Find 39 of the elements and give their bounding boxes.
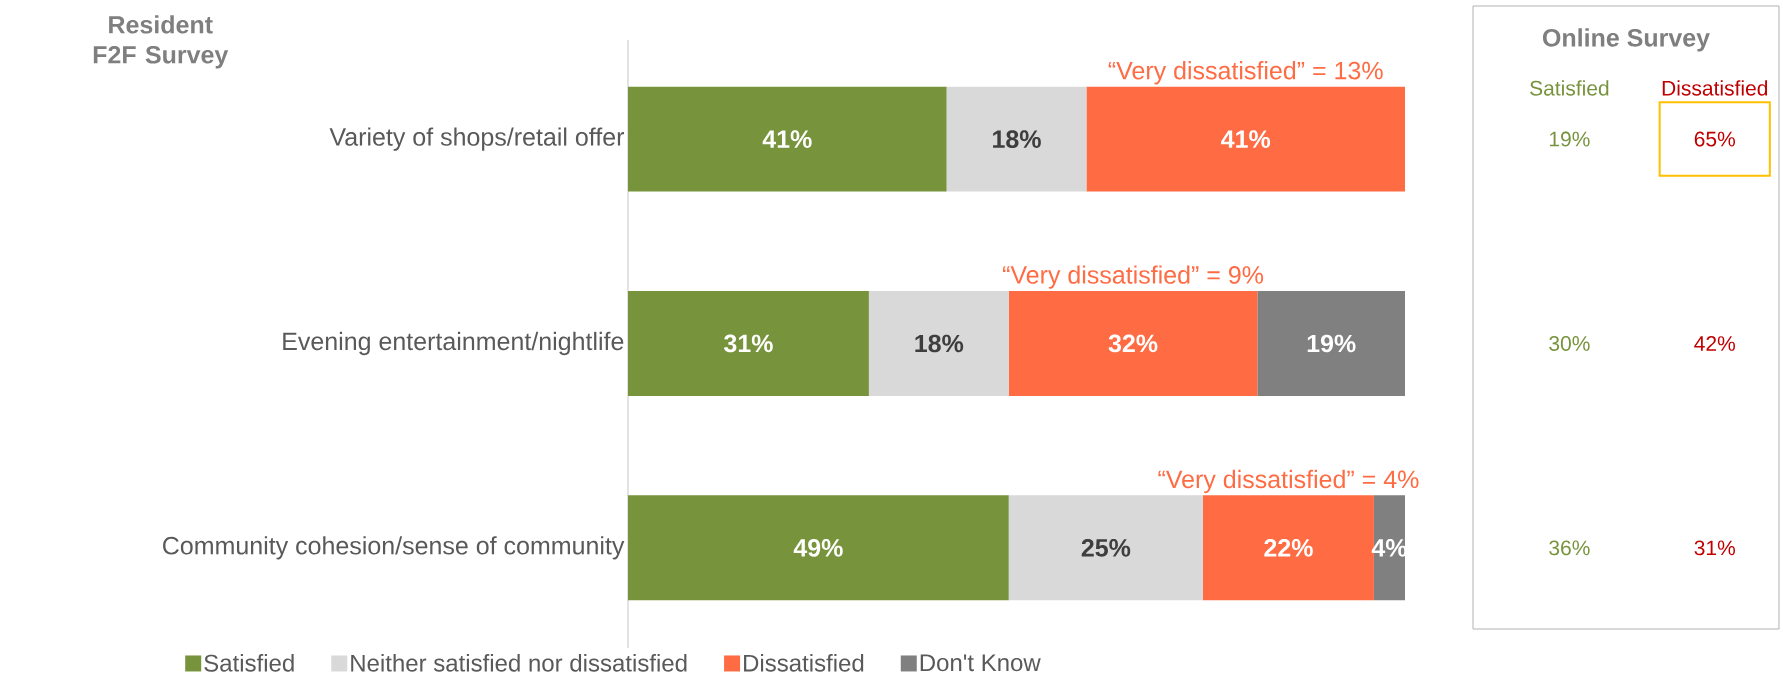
- text: 30%: [1549, 336, 1590, 351]
- data-label: 49%: [793, 539, 843, 557]
- bar: [868, 291, 1009, 396]
- bar: [1086, 86, 1405, 192]
- legend-label: Don't Know: [920, 654, 1041, 672]
- bar: [946, 86, 1087, 192]
- data-label: 41%: [1221, 130, 1271, 148]
- text: Resident F2F Survey: [93, 15, 229, 69]
- bar: [628, 86, 947, 192]
- y-tick-label: Community cohesion/sense of community: [163, 536, 625, 560]
- data-label: 22%: [1264, 539, 1313, 557]
- text: 36%: [1549, 540, 1590, 556]
- data-label: 41%: [762, 130, 812, 148]
- y-tick-label: Variety of shops/retail offer: [329, 127, 625, 151]
- legend-label: Satisfied: [1530, 80, 1609, 96]
- text: 19%: [1549, 131, 1590, 147]
- legend-label: Neither satisfied nor dissatisfied: [351, 654, 687, 672]
- text: Online Survey: [1542, 28, 1710, 52]
- bar: [1008, 495, 1203, 601]
- bar: [628, 291, 869, 396]
- data-label: 18%: [993, 130, 1041, 148]
- bar: [1257, 291, 1405, 396]
- data-label: 18%: [915, 334, 964, 353]
- bar: [1008, 291, 1258, 396]
- data-label: 25%: [1081, 539, 1131, 557]
- data-label: 31%: [724, 334, 773, 353]
- annotation: “Very dissatisfied” = 13%: [1108, 61, 1383, 85]
- bar: [628, 495, 1009, 601]
- annotation: “Very dissatisfied” = 4%: [1158, 469, 1419, 494]
- data-label: 19%: [1307, 334, 1356, 353]
- text: 65%: [1694, 131, 1736, 147]
- text: 42%: [1694, 336, 1736, 351]
- y-tick-label: Evening entertainment/nightlife: [283, 331, 624, 356]
- data-label: 32%: [1108, 334, 1158, 353]
- legend-label: Satisfied: [204, 654, 294, 672]
- legend-label: Dissatisfied: [744, 654, 864, 672]
- annotation: “Very dissatisfied” = 9%: [1003, 265, 1264, 289]
- legend-label: Dissatisfied: [1662, 80, 1768, 96]
- text: 31%: [1694, 540, 1736, 556]
